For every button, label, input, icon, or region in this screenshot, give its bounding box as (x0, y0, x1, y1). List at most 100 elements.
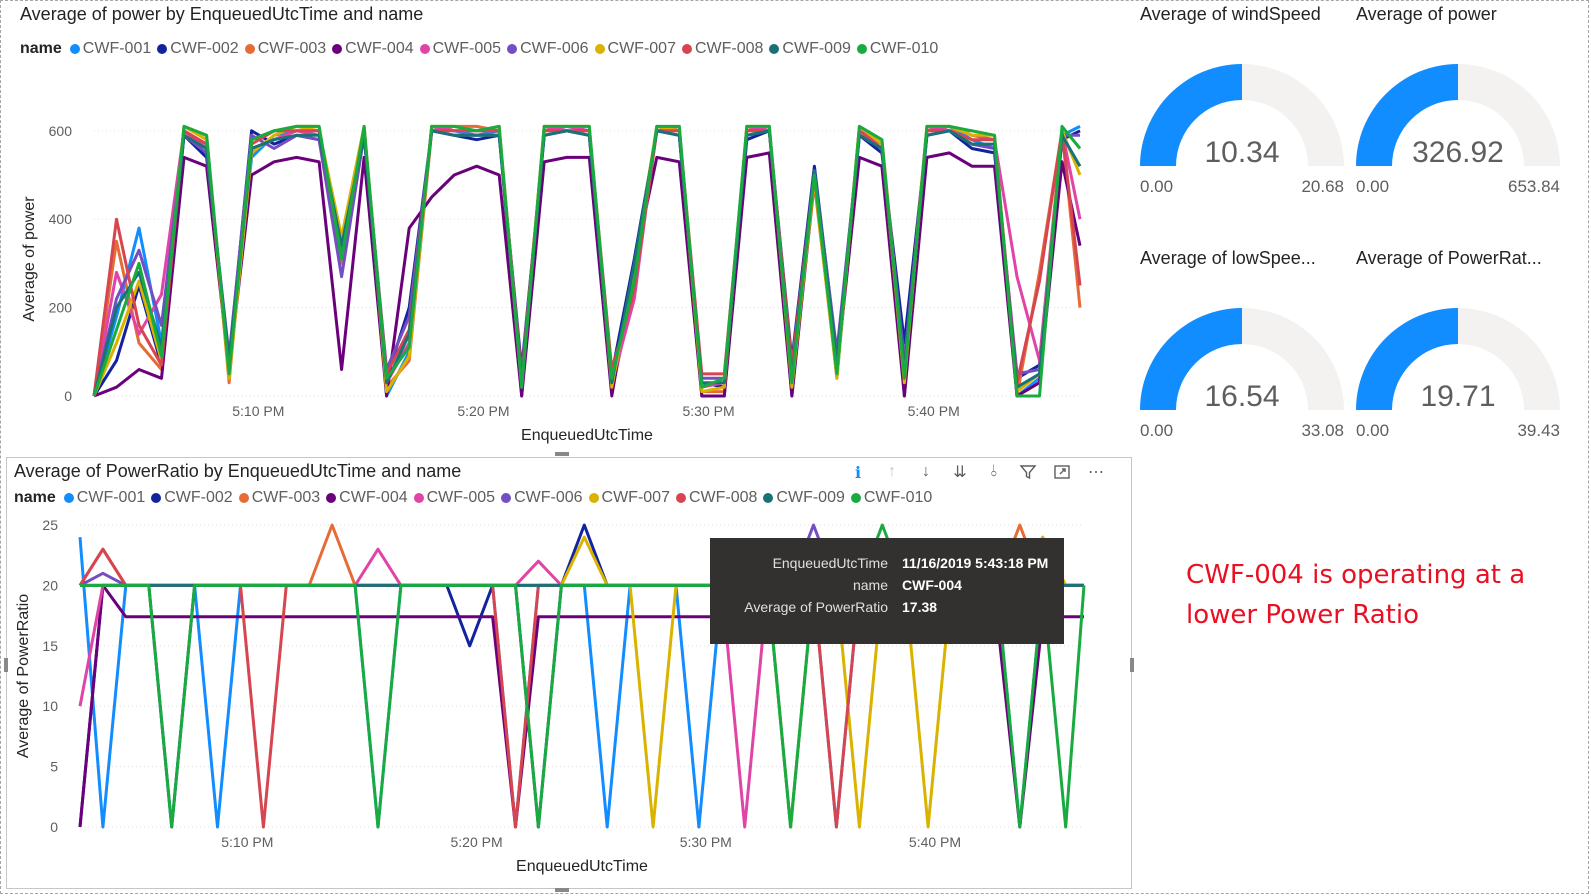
legend-marker (69, 44, 80, 54)
more-options-icon[interactable]: ⋯ (1088, 464, 1104, 481)
legend-item-cwf-007[interactable]: CWF-007 (594, 40, 676, 58)
y-tick-label: 400 (49, 211, 73, 227)
power-ratio-chart-legend[interactable]: name CWF-001 CWF-002 CWF-003 CWF-004 CWF-005… (14, 489, 938, 507)
legend-item-cwf-008[interactable]: CWF-008 (681, 40, 764, 58)
legend-marker (413, 493, 424, 503)
tooltip-label: Average of PowerRatio (744, 599, 888, 615)
gauge-max-label: 20.68 (1301, 177, 1344, 196)
legend-label: CWF-001 (76, 489, 146, 506)
legend-label: CWF-010 (869, 40, 939, 57)
gauge-value: 16.54 (1204, 380, 1279, 413)
resize-handle-left[interactable] (4, 658, 8, 672)
gauge-dial: 326.92 0.00 653.84 (1356, 64, 1560, 196)
tooltip-row: name CWF-004 (710, 574, 1064, 596)
gauge-max-label: 39.43 (1517, 421, 1560, 440)
power-line-chart[interactable]: Average of power by EnqueuedUtcTime and … (0, 0, 1120, 452)
legend-item-cwf-004[interactable]: CWF-004 (332, 40, 414, 58)
power-ratio-chart-plot[interactable]: 0 5 10 15 20 25 5:10 PM 5:20 PM 5:30 PM 5:40 PM En… (6, 457, 1132, 889)
y-tick-label: 10 (42, 698, 58, 714)
legend-label: CWF-008 (694, 40, 764, 57)
gauge-min-label: 0.00 (1140, 177, 1173, 196)
power-ratio-line-chart[interactable]: Average of PowerRatio by EnqueuedUtcTime… (6, 457, 1132, 889)
legend-item-cwf-009[interactable]: CWF-009 (763, 489, 845, 507)
legend-label: CWF-009 (782, 40, 851, 57)
power-chart-title: Average of power by EnqueuedUtcTime and … (20, 4, 424, 24)
gauge-card[interactable]: Average of PowerRat... 19.71 0.00 39.43 (1350, 244, 1566, 444)
gauge-card[interactable]: Average of windSpeed 10.34 0.00 20.68 (1134, 0, 1350, 200)
resize-handle-top[interactable] (555, 452, 569, 456)
tooltip-value: 17.38 (902, 599, 938, 615)
legend-item-cwf-001[interactable]: CWF-001 (69, 40, 151, 58)
resize-handle-bottom[interactable] (555, 888, 569, 892)
filter-icon[interactable] (1016, 460, 1040, 484)
focus-mode-icon[interactable] (1050, 460, 1074, 484)
y-tick-label: 600 (49, 123, 73, 139)
legend-marker (763, 493, 774, 503)
power-chart-legend[interactable]: name CWF-001 CWF-002 CWF-003 CWF-004 CWF-005… (20, 40, 944, 58)
gauge-min-label: 0.00 (1140, 421, 1173, 440)
legend-label: CWF-005 (426, 489, 496, 506)
legend-label: CWF-007 (607, 40, 676, 57)
y-tick-label: 5 (50, 759, 58, 775)
legend-item-cwf-009[interactable]: CWF-009 (769, 40, 851, 58)
legend-marker (151, 493, 162, 503)
drill-down-icon[interactable]: ↓ (922, 463, 930, 480)
x-tick-label: 5:10 PM (232, 403, 284, 419)
legend-item-cwf-003[interactable]: CWF-003 (244, 40, 327, 58)
legend-item-cwf-005[interactable]: CWF-005 (419, 40, 501, 58)
legend-item-cwf-008[interactable]: CWF-008 (675, 489, 758, 507)
legend-item-cwf-004[interactable]: CWF-004 (326, 489, 408, 507)
expand-hierarchy-icon[interactable]: ⫰ (990, 463, 998, 480)
legend-label: CWF-003 (251, 489, 321, 506)
legend-label: CWF-004 (339, 489, 408, 506)
legend-label: CWF-009 (776, 489, 845, 506)
legend-marker (850, 493, 861, 503)
legend-item-cwf-010[interactable]: CWF-010 (856, 40, 939, 58)
legend-marker (332, 44, 343, 54)
info-icon[interactable]: i (854, 462, 862, 482)
x-axis-title: EnqueuedUtcTime (521, 427, 653, 444)
legend-label: CWF-010 (863, 489, 933, 506)
legend-item-cwf-002[interactable]: CWF-002 (151, 489, 233, 507)
legend-item-cwf-003[interactable]: CWF-003 (238, 489, 321, 507)
legend-item-cwf-002[interactable]: CWF-002 (157, 40, 239, 58)
series-line-cwf-004[interactable] (93, 151, 1082, 398)
tooltip-value: CWF-004 (902, 577, 962, 593)
legend-marker (326, 493, 337, 503)
gauge-card[interactable]: Average of power 326.92 0.00 653.84 (1350, 0, 1566, 200)
x-tick-label: 5:20 PM (457, 403, 509, 419)
data-tooltip: EnqueuedUtcTime 11/16/2019 5:43:18 PM na… (710, 538, 1064, 644)
x-tick-label: 5:40 PM (908, 403, 960, 419)
resize-handle-right[interactable] (1130, 658, 1134, 672)
drill-up-icon[interactable]: ↑ (888, 463, 896, 480)
legend-marker (675, 493, 686, 503)
gauge-max-label: 33.08 (1301, 421, 1344, 440)
legend-label: CWF-003 (257, 40, 327, 57)
legend-marker (238, 493, 249, 503)
gauge-value: 19.71 (1420, 380, 1495, 413)
legend-item-cwf-007[interactable]: CWF-007 (588, 489, 670, 507)
power-chart-plot[interactable]: 0 200 400 600 5:10 PM 5:20 PM 5:30 PM 5:40 PM En… (0, 0, 1120, 452)
legend-item-cwf-006[interactable]: CWF-006 (501, 489, 583, 507)
legend-label: CWF-002 (164, 489, 233, 506)
y-axis-title: Average of PowerRatio (15, 594, 32, 758)
legend-marker (681, 44, 692, 54)
visual-header-toolbar: i ↑ ↓ ⇊ ⫰ ⋯ (846, 460, 1108, 484)
power-ratio-chart-title: Average of PowerRatio by EnqueuedUtcTime… (14, 461, 462, 481)
legend-marker (594, 44, 605, 54)
y-tick-label: 0 (64, 388, 72, 404)
legend-item-cwf-005[interactable]: CWF-005 (413, 489, 496, 507)
series-line-cwf-010[interactable] (92, 124, 1082, 398)
legend-item-cwf-010[interactable]: CWF-010 (850, 489, 933, 507)
gauge-dial: 10.34 0.00 20.68 (1140, 64, 1344, 196)
gauge-fill (1140, 64, 1242, 166)
legend-label: CWF-008 (688, 489, 758, 506)
legend-marker (244, 44, 255, 54)
legend-item-cwf-001[interactable]: CWF-001 (63, 489, 146, 507)
legend-item-cwf-006[interactable]: CWF-006 (507, 40, 589, 58)
series-line-cwf-007[interactable] (92, 124, 1082, 397)
gauge-card[interactable]: Average of lowSpee... 16.54 0.00 33.08 (1134, 244, 1350, 444)
expand-next-level-icon[interactable]: ⇊ (953, 464, 967, 481)
annotation-textbox: CWF-004 is operating at a lower Power Ra… (1186, 560, 1526, 630)
